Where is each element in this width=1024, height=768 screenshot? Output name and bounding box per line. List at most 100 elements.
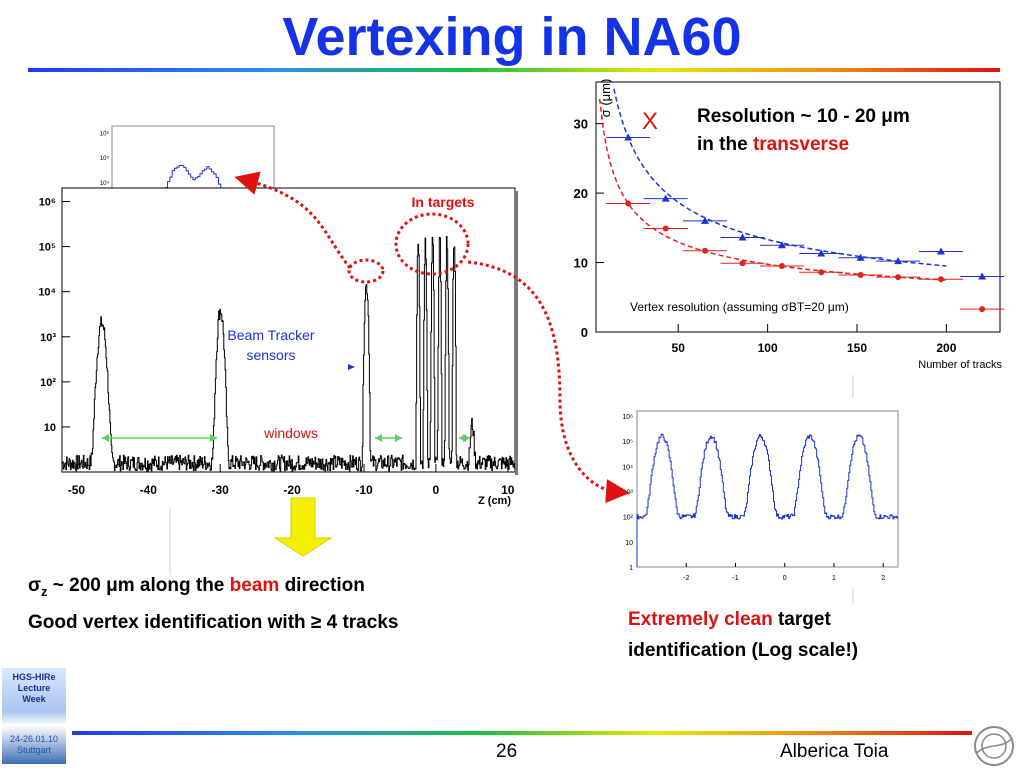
clean-line1: Extremely clean target <box>628 604 858 635</box>
page-title: Vertexing in NA60 <box>282 7 742 67</box>
logo-date: 24-26.01.10 Stuttgart <box>2 734 66 756</box>
res-data-point-circle <box>895 274 902 281</box>
sigma-highlight: beam <box>229 575 280 596</box>
res-data-point-circle <box>938 276 945 283</box>
main-frame-shadow <box>515 191 518 475</box>
inset-y-tick-label: 10⁶ <box>100 130 110 137</box>
main-x-tick-label: -50 <box>68 483 86 497</box>
beam-tracker-label-1: Beam Tracker <box>227 327 314 343</box>
clean-rest: target <box>772 609 831 630</box>
author-name: Alberica Toia <box>780 741 889 762</box>
res-data-point-circle <box>702 247 709 254</box>
zoom-x-tick-label: 0 <box>783 575 787 582</box>
clean-note: Extremely clean target identification (L… <box>628 604 858 666</box>
zoom-x-tick-label: -1 <box>732 575 738 582</box>
res-plot-frame <box>595 81 1001 333</box>
beam-tracker-label-2: sensors <box>246 347 295 363</box>
arrow-to-inset <box>234 171 352 269</box>
res-data-point-triangle <box>978 272 987 280</box>
logo-line3: Week <box>22 694 46 704</box>
main-x-tick-label: -40 <box>140 483 158 497</box>
resolution-note: Resolution ~ 10 - 20 μm in the transvers… <box>697 103 910 159</box>
sigma-note: σz ~ 200 μm along the beam direction Goo… <box>28 570 398 638</box>
res-y-axis-label: σ (μm) <box>598 79 613 118</box>
windows-arrow-head <box>375 434 382 442</box>
res-data-point-triangle <box>937 247 946 255</box>
res-y-tick-label: 30 <box>574 117 588 132</box>
circle-beam-tracker-peaks <box>347 258 385 284</box>
res-data-point-circle <box>979 306 986 313</box>
sigma-line1: σz ~ 200 μm along the beam direction <box>28 570 398 607</box>
inset-y-tick-label: 10⁴ <box>100 180 110 187</box>
zoom-y-tick-label: 10 <box>625 540 633 547</box>
resolution-line2: in the transverse <box>697 131 910 159</box>
logo-date-line1: 24-26.01.10 <box>9 734 59 744</box>
zoom-y-tick-label: 10⁶ <box>622 414 633 421</box>
resolution-line1: Resolution ~ 10 - 20 μm <box>697 106 910 127</box>
resolution-line2-prefix: in the <box>697 134 753 155</box>
main-x-tick-label: -10 <box>355 483 373 497</box>
sigma-symbol: σ <box>28 575 41 596</box>
res-data-point-circle <box>778 263 785 270</box>
windows-arrow-head <box>210 434 217 442</box>
logo-line1: HGS-HIRe <box>12 672 56 682</box>
sigma-sub: z <box>41 583 48 599</box>
res-data-point-circle <box>662 225 669 232</box>
logo-text: HGS-HIRe Lecture Week <box>2 672 66 705</box>
title-rule <box>28 68 1000 72</box>
arrow-to-zoom <box>467 260 630 504</box>
res-data-point-circle <box>739 260 746 267</box>
footer-rule <box>72 731 972 735</box>
zoom-y-tick-label: 10⁵ <box>622 439 633 446</box>
main-x-tick-label: 10 <box>501 483 515 497</box>
res-x-tick-label: 200 <box>936 341 956 355</box>
zoom-x-tick-label: 1 <box>832 575 836 582</box>
vertex-resolution-chart: 50 100 150 200 0 10 20 30 Number of tracks σ (μm)… <box>574 79 1005 371</box>
zoom-x-tick-label: -2 <box>683 575 689 582</box>
main-plot-frame <box>61 187 516 473</box>
main-y-tick-label: 10 <box>44 422 56 434</box>
res-x-tick-label: 50 <box>672 341 686 355</box>
main-y-tick-label: 10⁵ <box>39 242 56 254</box>
clean-highlight: Extremely clean <box>628 609 773 630</box>
main-y-tick-label: 10⁶ <box>39 197 56 209</box>
resolution-marker: X <box>642 108 659 135</box>
sigma-mid: ~ 200 μm along the <box>47 575 230 596</box>
page-number: 26 <box>496 741 518 762</box>
res-data-point-triangle <box>701 216 710 224</box>
res-y-tick-label: 10 <box>574 256 588 271</box>
res-data-point-circle <box>857 272 864 279</box>
main-x-tick-label: 0 <box>433 483 440 497</box>
res-fit-curve <box>613 88 947 267</box>
zoom-y-tick-label: 1 <box>629 565 633 572</box>
res-data-point-circle <box>818 269 825 276</box>
zoom-x-tick-label: 2 <box>881 575 885 582</box>
in-targets-label: In targets <box>411 194 474 210</box>
res-fit-curve <box>598 98 947 281</box>
main-y-tick-label: 10⁴ <box>38 287 56 299</box>
circle-target-peaks <box>394 212 470 276</box>
zoom-histogram-line <box>636 433 898 567</box>
res-data-point-triangle <box>738 233 747 241</box>
windows-label: windows <box>263 425 318 441</box>
logo-line2: Lecture <box>17 683 51 693</box>
main-histogram-line <box>61 236 515 472</box>
windows-arrow-head <box>102 434 109 442</box>
yellow-down-arrow <box>273 497 333 557</box>
zoom-plot-frame <box>636 410 899 568</box>
inset-y-tick-label: 10⁵ <box>100 155 110 162</box>
res-data-point-triangle <box>894 257 903 265</box>
main-x-tick-label: -20 <box>283 483 301 497</box>
res-x-axis-label: Number of tracks <box>918 359 1002 371</box>
zoom-y-tick-label: 10⁴ <box>622 464 633 471</box>
res-data-point-triangle <box>817 249 826 257</box>
cern-logo-icon <box>974 726 1014 766</box>
lecture-logo <box>2 668 66 764</box>
main-x-tick-label: -30 <box>212 483 230 497</box>
res-data-point-triangle <box>777 241 786 249</box>
res-data-point-triangle <box>856 253 865 261</box>
res-x-tick-label: 100 <box>758 341 778 355</box>
beam-tracker-pointer <box>348 364 355 370</box>
main-y-tick-label: 10² <box>40 377 56 389</box>
